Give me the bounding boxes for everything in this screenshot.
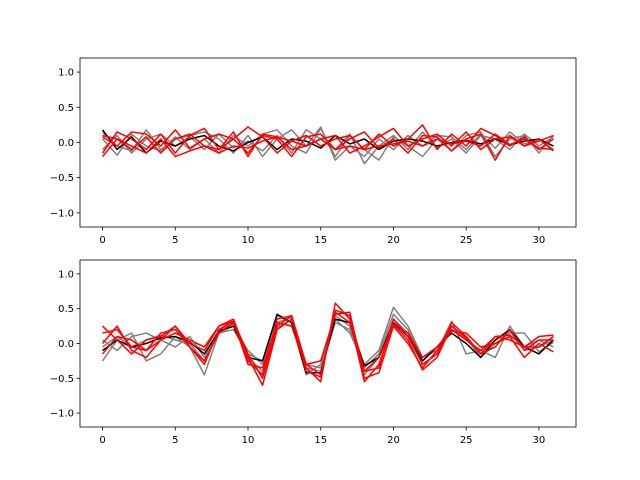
series-line-6 bbox=[101, 127, 554, 158]
y-tick-label: 0.0 bbox=[58, 138, 74, 149]
y-tick-label: −1.0 bbox=[50, 409, 74, 420]
series-group bbox=[101, 302, 554, 386]
x-tick-label: 0 bbox=[99, 235, 105, 246]
y-tick-label: −1.0 bbox=[50, 208, 74, 219]
y-tick-label: 1.0 bbox=[58, 269, 74, 280]
top-subplot: 0 5 10 15 20 25 30 −1.0 −0.5 0.0 0.5 1.0 bbox=[50, 57, 577, 246]
series-line-7 bbox=[101, 311, 554, 380]
x-tick-label: 5 bbox=[172, 435, 178, 446]
x-tick-label: 20 bbox=[387, 435, 400, 446]
x-tick-label: 0 bbox=[99, 435, 105, 446]
y-tick-label: −0.5 bbox=[50, 173, 74, 184]
y-tick-label: 0.0 bbox=[58, 339, 74, 350]
bottom-subplot: 0 5 10 15 20 25 30 −1.0 −0.5 0.0 0.5 1.0 bbox=[50, 259, 577, 446]
x-tick-label: 20 bbox=[387, 235, 400, 246]
x-tick-label: 10 bbox=[242, 435, 255, 446]
y-tick-label: 0.5 bbox=[58, 103, 74, 114]
x-tick-label: 15 bbox=[314, 235, 327, 246]
series-line-5 bbox=[102, 129, 554, 161]
x-tick-label: 30 bbox=[533, 235, 546, 246]
y-tick-label: 0.5 bbox=[58, 304, 74, 315]
x-tick-label: 30 bbox=[533, 435, 546, 446]
x-tick-label: 25 bbox=[460, 435, 473, 446]
series-line-7 bbox=[102, 133, 554, 158]
x-tick-label: 10 bbox=[242, 235, 255, 246]
series-line-5 bbox=[102, 311, 554, 386]
y-tick-label: −0.5 bbox=[50, 374, 74, 385]
x-tick-label: 15 bbox=[314, 435, 327, 446]
y-tick-label: 1.0 bbox=[58, 68, 74, 79]
series-group bbox=[101, 124, 555, 165]
x-tick-label: 25 bbox=[460, 235, 473, 246]
x-tick-label: 5 bbox=[172, 235, 178, 246]
